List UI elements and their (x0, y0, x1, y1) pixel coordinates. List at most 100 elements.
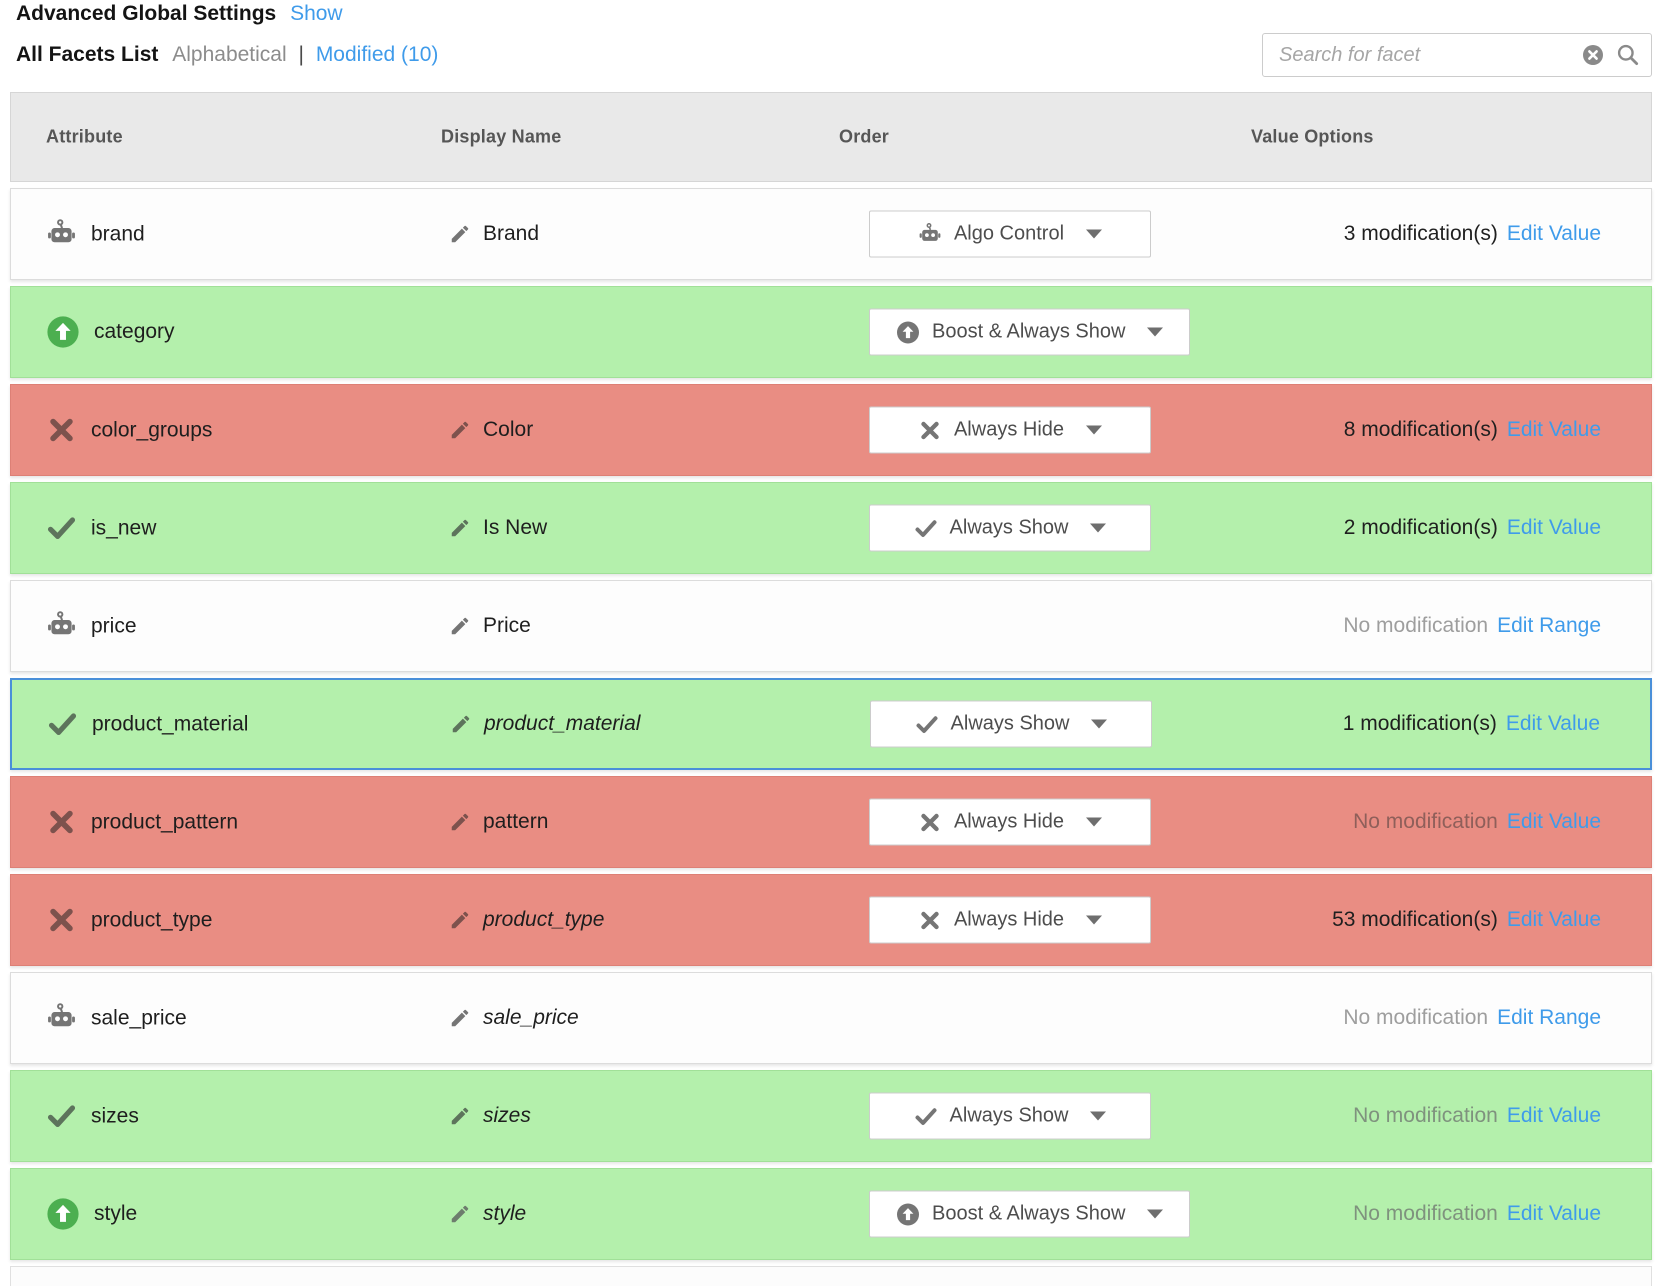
clear-circle-icon[interactable] (1581, 43, 1605, 67)
order-dropdown[interactable]: Always Hide (869, 896, 1151, 944)
edit-value-link[interactable]: Edit Value (1506, 1104, 1601, 1127)
order-dropdown[interactable]: Algo Control (869, 210, 1151, 258)
edit-value-link[interactable]: Edit Value (1506, 418, 1601, 441)
display-name: sale_price (483, 1006, 579, 1029)
attribute-name: product_pattern (91, 810, 239, 833)
order-dropdown[interactable]: Always Hide (869, 406, 1151, 454)
column-header-order: Order (839, 126, 890, 147)
facet-row-product_type[interactable]: product_type product_type Always Hide 53… (10, 874, 1652, 966)
attribute-name: product_material (92, 712, 249, 735)
attribute-name: color_groups (91, 418, 213, 441)
x-icon (46, 415, 77, 446)
display-name: product_material (484, 712, 641, 735)
order-dropdown-label: Always Show (950, 712, 1070, 735)
facet-row-category[interactable]: category Boost & Always Show (10, 286, 1652, 378)
edit-value-link[interactable]: Edit Value (1506, 810, 1601, 833)
edit-value-link[interactable]: Edit Value (1506, 516, 1601, 539)
attribute-name: price (91, 614, 137, 637)
next-row-partial (10, 1266, 1652, 1286)
order-dropdown-label: Boost & Always Show (932, 320, 1126, 343)
pencil-icon (449, 1105, 471, 1127)
search-input[interactable] (1277, 42, 1571, 68)
order-dropdown[interactable]: Boost & Always Show (869, 1190, 1191, 1238)
facet-row-brand[interactable]: brand Brand Algo Control 3 modification(… (10, 188, 1652, 280)
robot-icon (918, 222, 942, 246)
show-advanced-settings-link[interactable]: Show (290, 2, 343, 25)
display-name: Price (483, 614, 531, 637)
modification-count: No modification (1353, 1202, 1498, 1225)
chevron-down-icon (1147, 327, 1164, 337)
attribute-name: product_type (91, 908, 213, 931)
column-header-display-name: Display Name (441, 126, 562, 147)
chevron-down-icon (1086, 915, 1103, 925)
attribute-name: sizes (91, 1104, 139, 1127)
order-dropdown-label: Boost & Always Show (932, 1202, 1126, 1225)
facet-row-sale_price[interactable]: sale_price sale_price No modification Ed… (10, 972, 1652, 1064)
page-title: Advanced Global Settings (16, 2, 277, 25)
facet-row-product_material[interactable]: product_material product_material Always… (10, 678, 1652, 770)
check-icon (47, 709, 78, 740)
order-dropdown-label: Always Show (949, 1104, 1069, 1127)
modification-count: No modification (1343, 1006, 1489, 1029)
sort-modified-link[interactable]: Modified (10) (315, 43, 439, 66)
modification-count: No modification (1353, 1104, 1498, 1127)
edit-value-link[interactable]: Edit Value (1505, 712, 1600, 735)
robot-icon (46, 1003, 77, 1034)
display-name: Brand (483, 222, 540, 245)
chevron-down-icon (1086, 817, 1103, 827)
order-dropdown-label: Always Show (949, 516, 1069, 539)
pencil-icon (449, 1007, 471, 1029)
check-icon (915, 712, 939, 736)
facet-row-color_groups[interactable]: color_groups Color Always Hide 8 modific… (10, 384, 1652, 476)
attribute-name: category (94, 320, 175, 343)
pencil-icon (449, 615, 471, 637)
facet-row-sizes[interactable]: sizes sizes Always Show No modification … (10, 1070, 1652, 1162)
x-icon (46, 905, 77, 936)
robot-icon (46, 611, 77, 642)
edit-range-link[interactable]: Edit Range (1497, 614, 1601, 637)
display-name: style (483, 1202, 527, 1225)
order-dropdown[interactable]: Always Hide (869, 798, 1151, 846)
facet-row-price[interactable]: price Price No modification Edit Range (10, 580, 1652, 672)
facet-row-is_new[interactable]: is_new Is New Always Show 2 modification… (10, 482, 1652, 574)
modification-count: No modification (1353, 810, 1498, 833)
display-name: sizes (483, 1104, 531, 1127)
order-dropdown[interactable]: Always Show (870, 700, 1152, 748)
list-header: All Facets List Alphabetical | Modified … (16, 43, 438, 67)
x-icon (46, 807, 77, 838)
list-title: All Facets List (16, 43, 159, 66)
display-name: Color (483, 418, 534, 441)
column-header-value-options: Value Options (1251, 126, 1374, 147)
boost-circle-icon (896, 1202, 920, 1226)
facet-row-product_pattern[interactable]: product_pattern pattern Always Hide No m… (10, 776, 1652, 868)
facet-row-style[interactable]: style style Boost & Always Show No modif… (10, 1168, 1652, 1260)
page-header: Advanced Global Settings Show (16, 2, 343, 26)
check-icon (914, 1104, 938, 1128)
modification-count: No modification (1343, 614, 1489, 637)
sort-separator: | (298, 43, 304, 66)
order-dropdown-label: Algo Control (953, 222, 1065, 245)
pencil-icon (449, 517, 471, 539)
edit-range-link[interactable]: Edit Range (1497, 1006, 1601, 1029)
attribute-name: is_new (91, 516, 157, 539)
chevron-down-icon (1147, 1209, 1164, 1219)
order-dropdown[interactable]: Boost & Always Show (869, 308, 1191, 356)
x-icon (918, 418, 942, 442)
order-dropdown[interactable]: Always Show (869, 504, 1151, 552)
sort-alphabetical-link[interactable]: Alphabetical (172, 43, 287, 66)
attribute-name: brand (91, 222, 145, 245)
x-icon (918, 908, 942, 932)
order-dropdown[interactable]: Always Show (869, 1092, 1151, 1140)
search-icon[interactable] (1615, 42, 1641, 68)
edit-value-link[interactable]: Edit Value (1506, 1202, 1601, 1225)
pencil-icon (449, 419, 471, 441)
chevron-down-icon (1086, 425, 1103, 435)
pencil-icon (449, 1203, 471, 1225)
facet-search-box (1262, 33, 1652, 77)
modification-count: 53 modification(s) (1332, 908, 1498, 931)
order-dropdown-label: Always Hide (953, 810, 1065, 833)
display-name: pattern (483, 810, 549, 833)
edit-value-link[interactable]: Edit Value (1506, 908, 1601, 931)
check-icon (46, 513, 77, 544)
edit-value-link[interactable]: Edit Value (1506, 222, 1601, 245)
